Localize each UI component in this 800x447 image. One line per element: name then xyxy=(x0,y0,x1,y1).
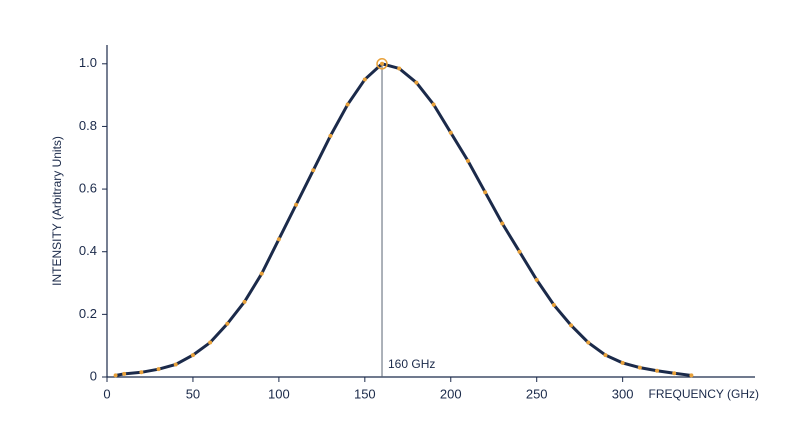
x-tick-label: 250 xyxy=(526,386,548,401)
data-point xyxy=(517,249,522,254)
curve xyxy=(115,62,692,377)
data-point xyxy=(569,323,574,328)
data-point xyxy=(225,321,230,326)
y-tick-label: 0.8 xyxy=(79,118,97,133)
data-point xyxy=(276,237,281,242)
data-point xyxy=(328,133,333,138)
data-point xyxy=(414,80,419,85)
data-point xyxy=(242,299,247,304)
data-point xyxy=(397,66,402,71)
data-point xyxy=(380,61,385,66)
data-point xyxy=(431,102,436,107)
y-tick-label: 0.2 xyxy=(79,306,97,321)
data-point xyxy=(448,130,453,135)
y-tick-label: 0.4 xyxy=(79,243,97,258)
y-axis-label: INTENSITY (Arbitrary Units) xyxy=(50,136,64,286)
peak-marker xyxy=(376,58,388,70)
data-point xyxy=(190,353,195,358)
data-point xyxy=(156,367,161,372)
data-point xyxy=(637,365,642,370)
data-point xyxy=(259,271,264,276)
x-tick-label: 0 xyxy=(103,386,110,401)
x-tick-label: 200 xyxy=(440,386,462,401)
data-point xyxy=(672,371,677,376)
data-point xyxy=(500,221,505,226)
y-tick-label: 0 xyxy=(90,368,97,383)
y-tick-label: 1.0 xyxy=(79,55,97,70)
data-point xyxy=(173,362,178,367)
x-axis-label: FREQUENCY (GHz) xyxy=(649,387,759,401)
data-point xyxy=(465,158,470,163)
data-point xyxy=(122,371,127,376)
data-point xyxy=(551,302,556,307)
x-tick-label: 300 xyxy=(612,386,634,401)
y-tick-label: 0.6 xyxy=(79,181,97,196)
data-point xyxy=(620,360,625,365)
peak-label: 160 GHz xyxy=(388,357,435,371)
data-point xyxy=(362,77,367,82)
data-point xyxy=(294,202,299,207)
data-point xyxy=(311,168,316,173)
data-point xyxy=(586,340,591,345)
data-point xyxy=(534,277,539,282)
x-tick-label: 50 xyxy=(186,386,200,401)
data-point xyxy=(603,353,608,358)
data-point xyxy=(655,368,660,373)
x-tick-label: 150 xyxy=(354,386,376,401)
x-tick-label: 100 xyxy=(268,386,290,401)
data-point xyxy=(483,190,488,195)
data-point xyxy=(208,340,213,345)
data-point xyxy=(689,373,694,378)
data-point xyxy=(113,373,118,378)
data-point xyxy=(345,102,350,107)
data-point xyxy=(139,370,144,375)
